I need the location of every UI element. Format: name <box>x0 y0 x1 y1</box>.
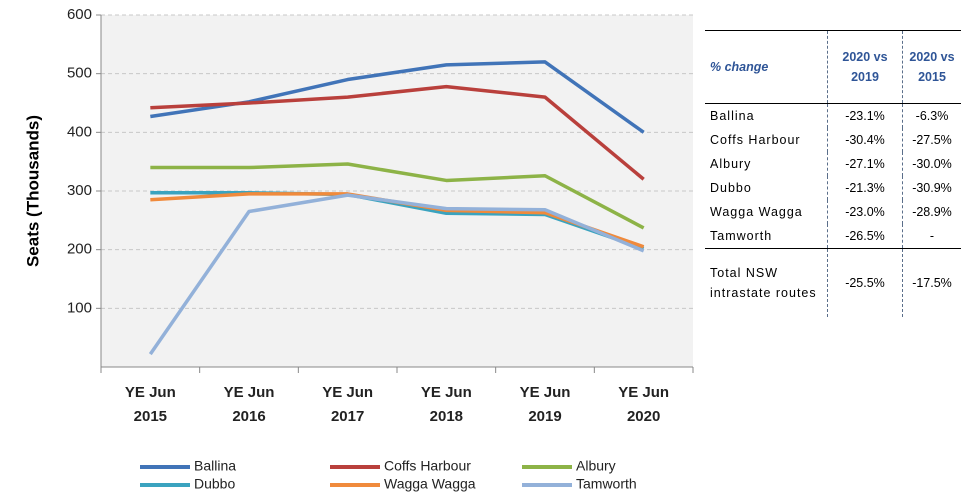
table-cell: - <box>902 224 961 249</box>
y-axis-label: Seats (Thousands) <box>23 115 42 267</box>
table-row: Wagga Wagga -23.0% -28.9% <box>705 200 961 224</box>
table-cell: Dubbo <box>710 181 752 195</box>
x-tick-label: YE Jun 2020 <box>618 384 670 425</box>
legend-label: Ballina <box>194 458 236 474</box>
table-cell: -17.5% <box>902 248 961 317</box>
legend-label: Albury <box>576 458 616 474</box>
table-row: Total NSW intrastate routes -25.5% -17.5% <box>705 248 961 317</box>
table-cell: Ballina <box>710 109 755 123</box>
table-cell: Albury <box>710 157 752 171</box>
table-cell: -21.3% <box>827 176 903 200</box>
table-row: Dubbo -21.3% -30.9% <box>705 176 961 200</box>
table-cell: -30.0% <box>902 152 961 176</box>
table-cell: -6.3% <box>902 103 961 128</box>
table-cell: -25.5% <box>827 248 903 317</box>
x-tick-label: YE Jun 2019 <box>519 384 571 425</box>
y-tick-label: 600 <box>67 6 92 23</box>
x-tick-label: YE Jun 2018 <box>420 384 472 425</box>
table-header: % change 2020 vs 2019 2020 vs 2015 <box>705 30 961 104</box>
legend-label: Wagga Wagga <box>384 476 476 492</box>
series-line <box>150 84 645 181</box>
y-tick-label: 300 <box>67 182 92 199</box>
y-tick-label: 400 <box>67 123 92 140</box>
table-row: Tamworth -26.5% - <box>705 224 961 249</box>
table-row: Coffs Harbour -30.4% -27.5% <box>705 128 961 152</box>
table-cell: -23.1% <box>827 103 903 128</box>
table-cell: -30.9% <box>902 176 961 200</box>
table-cell: -26.5% <box>827 224 903 249</box>
y-tick-label: 200 <box>67 241 92 258</box>
table-cell: -30.4% <box>827 128 903 152</box>
table-cell: -23.0% <box>827 200 903 224</box>
header-cell: 2020 vs 2015 <box>902 30 961 104</box>
table-cell: Total NSW intrastate routes <box>705 248 828 317</box>
x-tick-label: YE Jun 2015 <box>124 384 176 425</box>
x-tick-label: YE Jun 2016 <box>223 384 275 425</box>
x-tick-label: YE Jun 2017 <box>322 384 374 425</box>
table-row: Albury -27.1% -30.0% <box>705 152 961 176</box>
y-tick-label: 500 <box>67 65 92 82</box>
header-cell: % change <box>705 30 828 104</box>
y-tick-label: 100 <box>67 299 92 316</box>
series-line <box>148 193 645 356</box>
table-cell: Wagga Wagga <box>710 205 803 219</box>
legend-label: Dubbo <box>194 476 235 492</box>
legend-label: Coffs Harbour <box>384 458 471 474</box>
table-cell: -28.9% <box>902 200 961 224</box>
table-row: Ballina -23.1% -6.3% <box>705 103 961 128</box>
table-cell: Tamworth <box>710 229 773 243</box>
change-table: % change 2020 vs 2019 2020 vs 2015 Ballina -… <box>705 30 961 317</box>
legend-label: Tamworth <box>576 476 637 492</box>
series-line <box>150 162 645 230</box>
table-cell: Coffs Harbour <box>710 133 801 147</box>
table-cell: -27.1% <box>827 152 903 176</box>
header-cell: 2020 vs 2019 <box>827 30 903 104</box>
table-cell: -27.5% <box>902 128 961 152</box>
